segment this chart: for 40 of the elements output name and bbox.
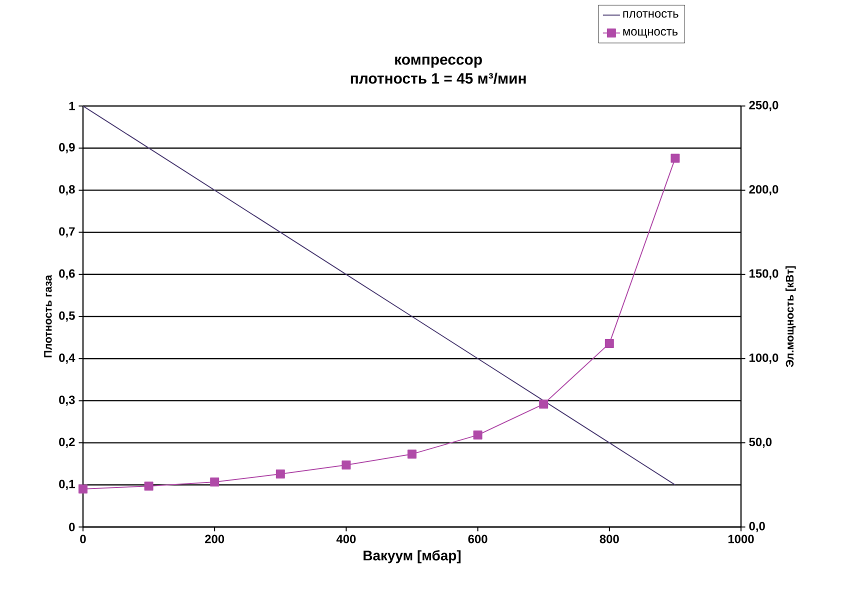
point: [604, 338, 614, 348]
point: [539, 400, 548, 409]
chart-title: компрессор: [395, 56, 482, 68]
y-tick-label: 0,7: [59, 227, 75, 238]
y2-tick-label: 100,0: [750, 354, 778, 364]
x-tick-label: 0: [80, 534, 86, 544]
point: [210, 478, 220, 487]
y-tick-label: 0,2: [59, 438, 75, 448]
y-tick-label: 0,1: [59, 480, 75, 490]
y2-tick-label: 0,0: [749, 522, 765, 532]
point: [276, 469, 285, 478]
point: [144, 482, 154, 491]
point: [408, 450, 417, 459]
x-tick-label: 1000: [728, 534, 754, 544]
y-tick-label: 0,9: [59, 143, 75, 154]
point: [342, 460, 351, 470]
chart-subtitle: плотность 1 = 45 м³/мин: [350, 72, 526, 84]
x-tick-label: 200: [205, 534, 224, 544]
y2-axis-title: Эл.мощность [кВт]: [786, 266, 796, 368]
x-tick-label: 400: [336, 534, 356, 544]
y-tick-label: 1: [69, 102, 75, 110]
y-tick-label: 0,3: [59, 396, 75, 406]
y-tick-label: 0: [69, 522, 75, 532]
y2-tick-label: 200,0: [749, 185, 778, 196]
point: [670, 154, 680, 163]
x-tick-label: 600: [468, 534, 488, 544]
y2-tick-label: 150,0: [750, 269, 778, 280]
point: [473, 430, 482, 440]
legend-label: мощность: [623, 29, 678, 38]
y-tick-label: 0,6: [59, 269, 75, 280]
point: [78, 484, 88, 494]
x-tick-label: 800: [600, 534, 619, 544]
legend-label: плотность: [623, 11, 678, 18]
y2-tick-label: 250,0: [749, 100, 778, 112]
y-tick-label: 0,5: [59, 311, 75, 322]
y-axis-title: Плотность газа: [44, 274, 52, 358]
y2-tick-label: 50,0: [749, 438, 772, 448]
x-axis-title: Вакуум [мбар]: [364, 550, 461, 564]
y-tick-label: 0,4: [59, 354, 76, 364]
y-tick-label: 0,8: [59, 185, 75, 196]
